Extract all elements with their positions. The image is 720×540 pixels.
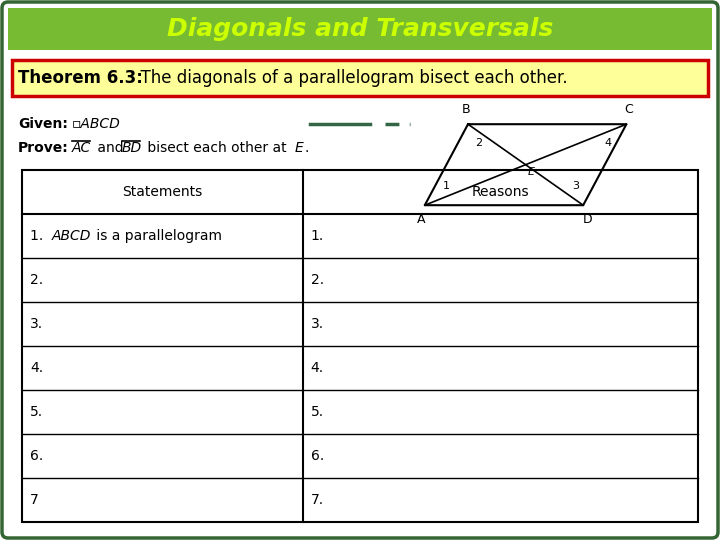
Text: 2.: 2. bbox=[310, 273, 324, 287]
Bar bbox=[22, 170, 698, 522]
Text: C: C bbox=[624, 103, 633, 116]
Text: 1.: 1. bbox=[310, 229, 324, 243]
Text: E: E bbox=[528, 167, 535, 177]
Text: B: B bbox=[462, 103, 470, 116]
Text: and: and bbox=[93, 141, 128, 155]
Text: 3.: 3. bbox=[30, 317, 43, 331]
Text: BD: BD bbox=[122, 141, 142, 155]
Text: 7: 7 bbox=[30, 493, 39, 507]
Text: bisect each other at: bisect each other at bbox=[143, 141, 291, 155]
Text: Diagonals and Transversals: Diagonals and Transversals bbox=[167, 17, 553, 41]
Text: A: A bbox=[417, 213, 425, 226]
Bar bbox=[8, 8, 712, 50]
Text: 3: 3 bbox=[572, 181, 580, 191]
Text: D: D bbox=[582, 213, 592, 226]
Text: 1.: 1. bbox=[30, 229, 52, 243]
Text: Given:: Given: bbox=[18, 117, 68, 131]
Text: 1: 1 bbox=[443, 181, 450, 191]
Text: 4: 4 bbox=[605, 138, 612, 148]
Text: 3.: 3. bbox=[310, 317, 324, 331]
Text: Reasons: Reasons bbox=[472, 185, 529, 199]
Text: 5.: 5. bbox=[310, 405, 324, 419]
Text: Theorem 6.3:: Theorem 6.3: bbox=[18, 69, 143, 87]
Text: is a parallelogram: is a parallelogram bbox=[92, 229, 222, 243]
Text: 6.: 6. bbox=[310, 449, 324, 463]
Text: ▫ABCD: ▫ABCD bbox=[72, 117, 121, 131]
Text: 5.: 5. bbox=[30, 405, 43, 419]
Text: Prove:: Prove: bbox=[18, 141, 68, 155]
Text: .: . bbox=[305, 141, 310, 155]
Text: ABCD: ABCD bbox=[52, 229, 91, 243]
Text: E: E bbox=[295, 141, 304, 155]
Text: The diagonals of a parallelogram bisect each other.: The diagonals of a parallelogram bisect … bbox=[130, 69, 567, 87]
Text: 2.: 2. bbox=[30, 273, 43, 287]
Bar bbox=[12, 60, 708, 96]
Text: 4.: 4. bbox=[30, 361, 43, 375]
Text: 4.: 4. bbox=[310, 361, 324, 375]
Text: 2: 2 bbox=[475, 138, 482, 148]
Text: Statements: Statements bbox=[122, 185, 202, 199]
Text: AC: AC bbox=[72, 141, 91, 155]
Text: 7.: 7. bbox=[310, 493, 324, 507]
Text: 6.: 6. bbox=[30, 449, 43, 463]
